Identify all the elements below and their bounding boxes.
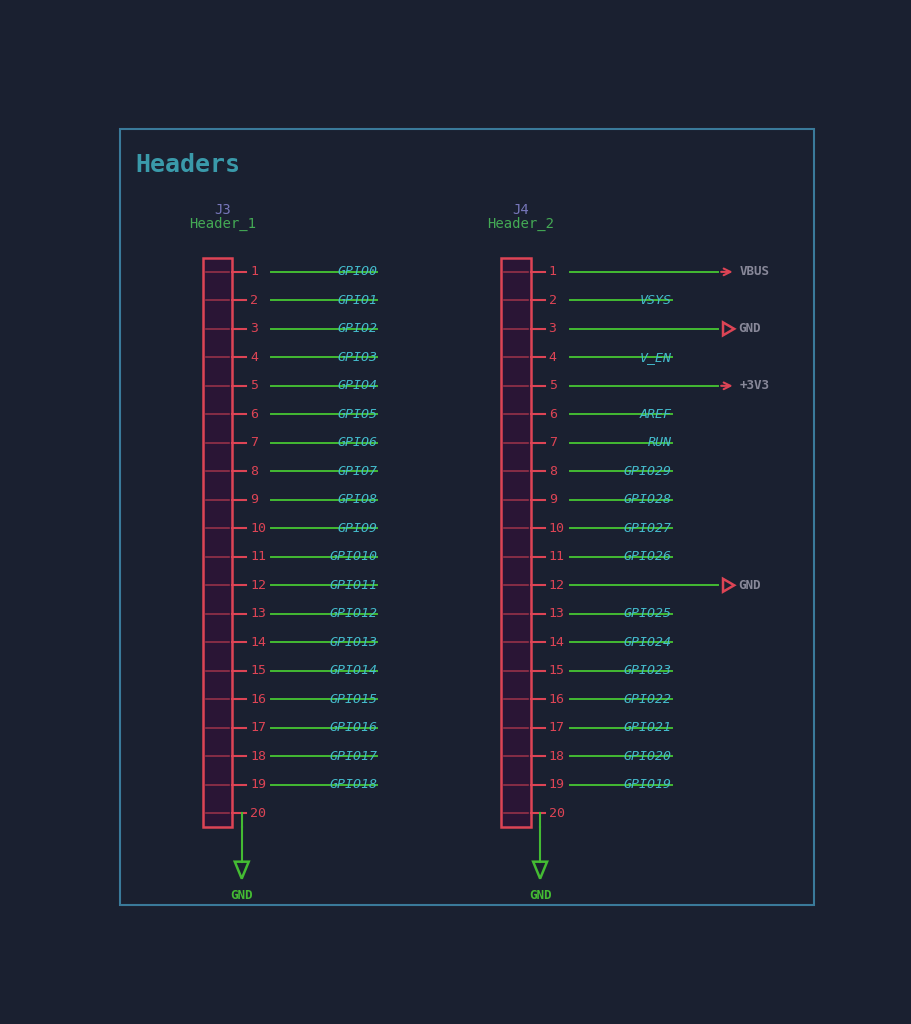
Text: 6: 6 <box>548 408 557 421</box>
Text: 12: 12 <box>548 579 565 592</box>
Text: GPIO0: GPIO0 <box>337 265 377 279</box>
Text: 5: 5 <box>548 379 557 392</box>
Text: GPIO22: GPIO22 <box>624 692 672 706</box>
Text: 14: 14 <box>251 636 266 649</box>
Text: 20: 20 <box>548 807 565 819</box>
Text: J3: J3 <box>214 203 230 217</box>
Text: GPIO1: GPIO1 <box>337 294 377 307</box>
Text: RUN: RUN <box>648 436 672 450</box>
Text: Headers: Headers <box>136 154 241 177</box>
Text: GPIO25: GPIO25 <box>624 607 672 621</box>
Text: 15: 15 <box>251 665 266 677</box>
Text: GPIO18: GPIO18 <box>330 778 377 792</box>
Text: 6: 6 <box>251 408 259 421</box>
Bar <box>501 258 531 827</box>
Text: GPIO15: GPIO15 <box>330 692 377 706</box>
Text: 9: 9 <box>548 494 557 506</box>
Text: GND: GND <box>230 890 253 902</box>
Text: +3V3: +3V3 <box>740 379 769 392</box>
Text: GPIO20: GPIO20 <box>624 750 672 763</box>
Text: GND: GND <box>738 579 761 592</box>
Text: 18: 18 <box>251 750 266 763</box>
Text: 5: 5 <box>251 379 259 392</box>
Text: GPIO28: GPIO28 <box>624 494 672 506</box>
Text: GPIO9: GPIO9 <box>337 522 377 535</box>
Text: GPIO26: GPIO26 <box>624 550 672 563</box>
Text: 18: 18 <box>548 750 565 763</box>
Text: 13: 13 <box>548 607 565 621</box>
Text: GND: GND <box>529 890 551 902</box>
Text: GPIO24: GPIO24 <box>624 636 672 649</box>
Text: 16: 16 <box>548 692 565 706</box>
Text: 4: 4 <box>548 351 557 364</box>
Text: 1: 1 <box>251 265 259 279</box>
Text: GPIO5: GPIO5 <box>337 408 377 421</box>
Text: 3: 3 <box>251 323 259 335</box>
Text: 8: 8 <box>251 465 259 478</box>
Text: 8: 8 <box>548 465 557 478</box>
Text: GPIO12: GPIO12 <box>330 607 377 621</box>
Text: 3: 3 <box>548 323 557 335</box>
Text: GPIO7: GPIO7 <box>337 465 377 478</box>
Text: 2: 2 <box>251 294 259 307</box>
Text: VSYS: VSYS <box>640 294 672 307</box>
Text: 7: 7 <box>251 436 259 450</box>
Text: 13: 13 <box>251 607 266 621</box>
Text: 19: 19 <box>251 778 266 792</box>
Text: 20: 20 <box>251 807 266 819</box>
Text: GPIO27: GPIO27 <box>624 522 672 535</box>
Text: GPIO19: GPIO19 <box>624 778 672 792</box>
Text: GPIO10: GPIO10 <box>330 550 377 563</box>
Text: 4: 4 <box>251 351 259 364</box>
Bar <box>203 258 232 827</box>
Text: V_EN: V_EN <box>640 351 672 364</box>
Text: VBUS: VBUS <box>740 265 769 279</box>
Text: GPIO23: GPIO23 <box>624 665 672 677</box>
Text: GPIO16: GPIO16 <box>330 721 377 734</box>
Text: J4: J4 <box>512 203 529 217</box>
Text: Header_2: Header_2 <box>487 216 554 230</box>
Text: 7: 7 <box>548 436 557 450</box>
Text: GPIO11: GPIO11 <box>330 579 377 592</box>
Text: 17: 17 <box>548 721 565 734</box>
Text: GPIO8: GPIO8 <box>337 494 377 506</box>
Text: GPIO4: GPIO4 <box>337 379 377 392</box>
Text: 17: 17 <box>251 721 266 734</box>
Text: AREF: AREF <box>640 408 672 421</box>
Text: GPIO17: GPIO17 <box>330 750 377 763</box>
Text: 16: 16 <box>251 692 266 706</box>
Text: GPIO13: GPIO13 <box>330 636 377 649</box>
Text: Header_1: Header_1 <box>189 216 256 230</box>
Text: 10: 10 <box>548 522 565 535</box>
Text: 11: 11 <box>548 550 565 563</box>
Text: GND: GND <box>738 323 761 335</box>
Text: GPIO6: GPIO6 <box>337 436 377 450</box>
Text: 10: 10 <box>251 522 266 535</box>
Text: 1: 1 <box>548 265 557 279</box>
Text: 11: 11 <box>251 550 266 563</box>
Text: GPIO3: GPIO3 <box>337 351 377 364</box>
Text: 9: 9 <box>251 494 259 506</box>
Text: 12: 12 <box>251 579 266 592</box>
Text: 2: 2 <box>548 294 557 307</box>
Text: GPIO14: GPIO14 <box>330 665 377 677</box>
Text: 14: 14 <box>548 636 565 649</box>
Text: 15: 15 <box>548 665 565 677</box>
Text: GPIO29: GPIO29 <box>624 465 672 478</box>
Text: GPIO21: GPIO21 <box>624 721 672 734</box>
Text: 19: 19 <box>548 778 565 792</box>
Text: GPIO2: GPIO2 <box>337 323 377 335</box>
